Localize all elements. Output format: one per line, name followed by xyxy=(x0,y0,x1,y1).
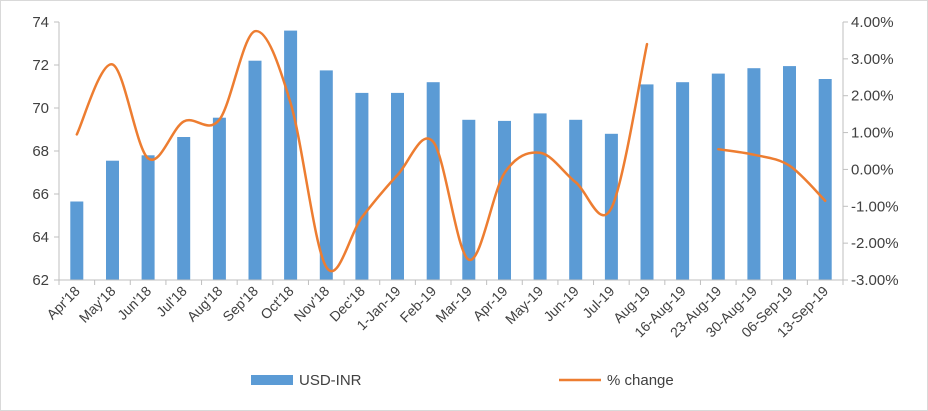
right-tick-label: -3.00% xyxy=(851,272,899,289)
pct-change-line-segment-2 xyxy=(717,147,827,203)
bar-22 xyxy=(818,79,832,280)
bar-6 xyxy=(248,60,262,281)
x-tick-label: Nov'18 xyxy=(291,283,333,325)
x-axis: Apr'18May'18Jun'18Jul'18Aug'18Sep'18Oct'… xyxy=(43,279,844,340)
x-tick-label: May-19 xyxy=(502,283,546,327)
bar-9 xyxy=(355,92,369,281)
left-tick-label: 68 xyxy=(32,143,49,160)
pct-change-line-segment-1 xyxy=(75,29,649,272)
left-tick-label: 64 xyxy=(32,229,49,246)
legend-label-usd-inr: USD-INR xyxy=(299,372,362,389)
x-tick-label: Oct'18 xyxy=(257,283,297,323)
bar-2 xyxy=(106,160,119,280)
x-tick-label: May'18 xyxy=(76,283,119,326)
x-tick-label: Mar-19 xyxy=(432,283,475,326)
left-tick-label: 72 xyxy=(32,57,49,74)
x-tick-label: Jun'18 xyxy=(114,283,154,323)
bar-1 xyxy=(70,201,84,280)
right-tick-label: 0.00% xyxy=(851,161,894,178)
bar-11 xyxy=(426,82,440,280)
left-y-axis: 62 64 66 68 70 72 74 xyxy=(32,14,60,289)
line-series-pct-change xyxy=(75,29,827,272)
right-tick-label: 1.00% xyxy=(851,125,894,142)
right-tick-label: 4.00% xyxy=(851,14,894,31)
bar-18 xyxy=(676,82,690,280)
x-tick-label: Aug'18 xyxy=(184,283,226,325)
bar-15 xyxy=(569,119,583,280)
right-tick-label: -2.00% xyxy=(851,235,899,252)
bar-4 xyxy=(177,137,191,280)
bar-10 xyxy=(391,92,404,281)
legend-swatch-usd-inr xyxy=(251,375,293,385)
left-tick-label: 62 xyxy=(32,272,49,289)
bar-21 xyxy=(783,66,796,280)
bar-7 xyxy=(284,30,298,280)
right-y-axis: -3.00% -2.00% -1.00% 0.00% 1.00% 2.00% 3.00% 4.… xyxy=(842,14,899,289)
left-tick-label: 70 xyxy=(32,100,49,117)
bar-3 xyxy=(141,155,155,280)
bar-8 xyxy=(319,70,333,281)
left-tick-label: 66 xyxy=(32,186,49,203)
right-tick-label: 2.00% xyxy=(851,88,894,105)
bar-20 xyxy=(747,68,761,280)
bar-series-usd-inr xyxy=(70,30,832,281)
bar-5 xyxy=(212,117,226,280)
bar-17 xyxy=(640,84,654,281)
bar-19 xyxy=(711,73,725,280)
left-tick-label: 74 xyxy=(32,14,49,31)
bar-14 xyxy=(533,113,547,281)
bar-12 xyxy=(462,119,476,280)
right-tick-label: 3.00% xyxy=(851,51,894,68)
legend: USD-INR % change xyxy=(251,372,674,389)
right-tick-label: -1.00% xyxy=(851,198,899,215)
bar-13 xyxy=(498,120,511,281)
x-tick-label: Jun-19 xyxy=(540,283,582,325)
x-tick-label: Sep'18 xyxy=(219,283,261,325)
x-tick-label: Feb-19 xyxy=(397,283,440,326)
legend-label-pct-change: % change xyxy=(607,372,674,389)
